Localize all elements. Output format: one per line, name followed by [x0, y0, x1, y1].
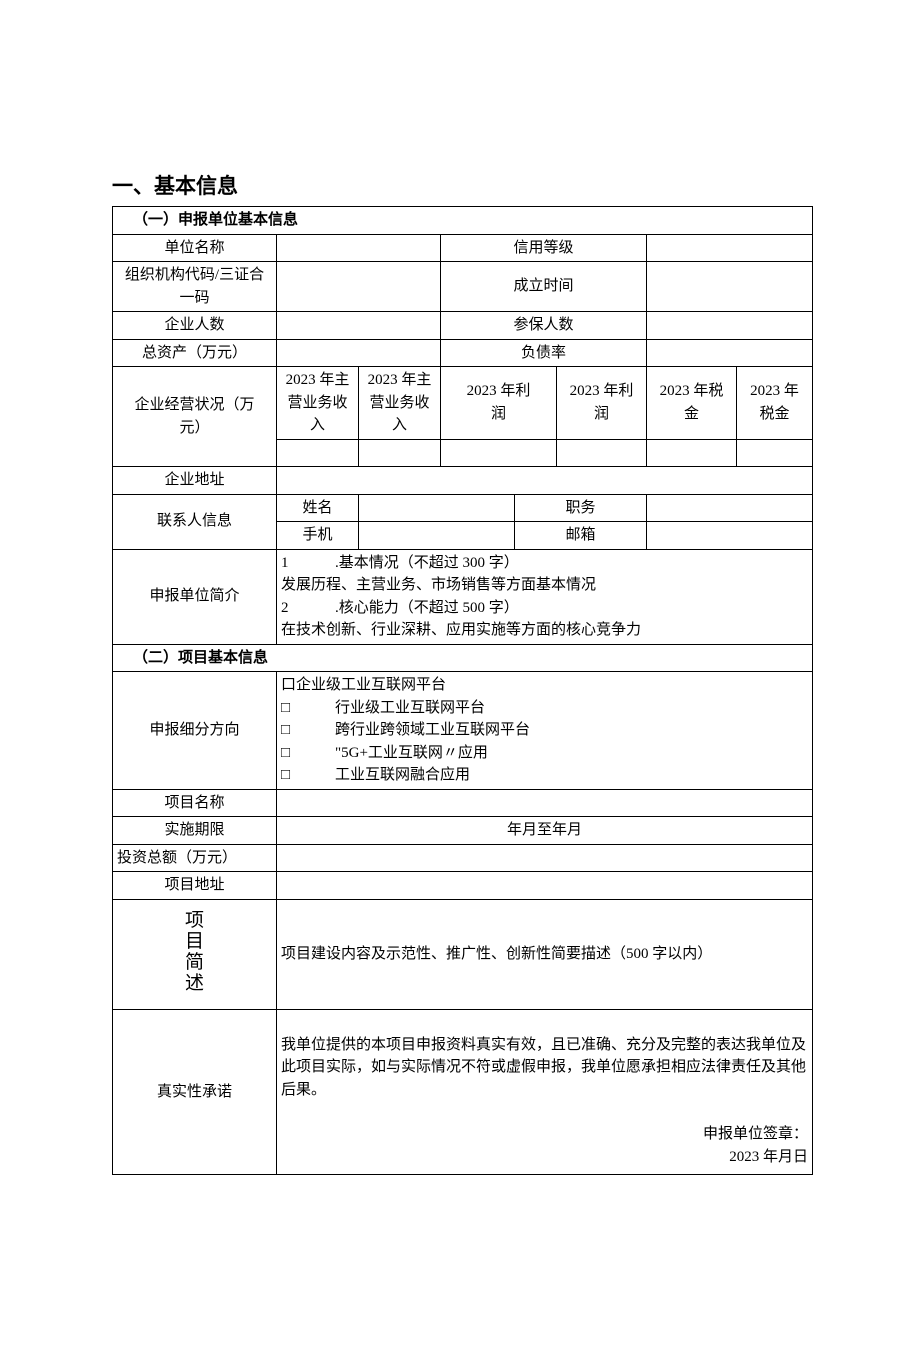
fin-col1-header: 2023 年主 营业务收入 [277, 367, 359, 440]
emp-count-value[interactable] [277, 312, 441, 340]
contact-phone-label: 手机 [277, 522, 359, 550]
fin-col5-header: 2023 年税 金 [647, 367, 737, 440]
contact-email-label: 邮箱 [515, 522, 647, 550]
fin-col6-header: 2023 年 税金 [737, 367, 813, 440]
fin-col4-header: 2023 年利 润 [557, 367, 647, 440]
option-5-text: 工业互联网融合应用 [335, 767, 470, 783]
fin-col6-value[interactable] [737, 439, 813, 467]
insured-count-value[interactable] [647, 312, 813, 340]
proj-address-label: 项目地址 [113, 872, 277, 900]
proj-brief-value[interactable]: 项目建设内容及示范性、推广性、创新性简要描述（500 字以内） [277, 899, 813, 1009]
fin-col3-header: 2023 年利 润 [441, 367, 557, 440]
fin-c1-l2: 营业务收入 [287, 395, 347, 434]
establish-time-label: 成立时间 [441, 262, 647, 312]
checkbox-icon[interactable]: □ [281, 697, 295, 720]
checkbox-icon[interactable]: □ [281, 764, 295, 787]
fin-c1-l1: 2023 年主 [286, 372, 350, 388]
credit-level-value[interactable] [647, 234, 813, 262]
option-3-text: 跨行业跨领域工业互联网平台 [335, 722, 530, 738]
org-code-value[interactable] [277, 262, 441, 312]
period-value[interactable]: 年月至年月 [277, 817, 813, 845]
address-value[interactable] [277, 467, 813, 495]
fin-c4-l1: 2023 年利 [570, 383, 634, 399]
fin-col5-value[interactable] [647, 439, 737, 467]
contact-label: 联系人信息 [113, 494, 277, 549]
fin-c5-l2: 金 [684, 406, 699, 422]
brief-1-title: .基本情况（不超过 300 字） [335, 555, 519, 571]
brief-label: 申报单位简介 [113, 549, 277, 644]
fin-col3-value[interactable] [441, 439, 557, 467]
debt-ratio-value[interactable] [647, 339, 813, 367]
debt-ratio-label: 负债率 [441, 339, 647, 367]
direction-options: 口企业级工业互联网平台 □ 行业级工业互联网平台 □ 跨行业跨领域工业互联网平台 □… [277, 672, 813, 790]
insured-count-label: 参保人数 [441, 312, 647, 340]
proj-brief-label-text: 项目简述 [117, 911, 272, 995]
option-4-text: "5G+工业互联网〃应用 [335, 745, 488, 761]
promise-label: 真实性承诺 [113, 1009, 277, 1175]
fin-c2-l2: 营业务收 [369, 395, 429, 411]
project-name-label: 项目名称 [113, 789, 277, 817]
org-code-label-line1: 组织机构代码/三证合 [125, 267, 264, 283]
unit-name-value[interactable] [277, 234, 441, 262]
checkbox-icon[interactable]: 口 [281, 676, 296, 693]
unit-name-label: 单位名称 [113, 234, 277, 262]
total-assets-value[interactable] [277, 339, 441, 367]
fin-col1-value[interactable] [277, 439, 359, 467]
org-code-label: 组织机构代码/三证合 一码 [113, 262, 277, 312]
finance-label-line1: 企业经营状况（万 [134, 397, 254, 413]
credit-level-label: 信用等级 [441, 234, 647, 262]
address-label: 企业地址 [113, 467, 277, 495]
date-label: 2023 年月日 [281, 1146, 808, 1169]
brief-2-num: 2 [281, 597, 295, 620]
fin-c3-l2: 润 [491, 406, 506, 422]
brief-1-num: 1 [281, 552, 295, 575]
checkbox-icon[interactable]: □ [281, 742, 295, 765]
brief-2-desc: 在技术创新、行业深耕、应用实施等方面的核心竞争力 [281, 619, 808, 642]
proj-brief-label: 项目简述 [113, 899, 277, 1009]
checkbox-icon[interactable]: □ [281, 719, 295, 742]
contact-name-label: 姓名 [277, 494, 359, 522]
emp-count-label: 企业人数 [113, 312, 277, 340]
sign-label: 申报单位签章： [281, 1123, 808, 1146]
fin-c2-l1: 2023 年主 [368, 372, 432, 388]
contact-position-value[interactable] [647, 494, 813, 522]
fin-col4-value[interactable] [557, 439, 647, 467]
fin-c6-l1: 2023 年 [750, 383, 799, 399]
establish-time-value[interactable] [647, 262, 813, 312]
contact-name-value[interactable] [359, 494, 515, 522]
finance-label: 企业经营状况（万 元） [113, 367, 277, 467]
direction-label: 申报细分方向 [113, 672, 277, 790]
promise-text: 我单位提供的本项目申报资料真实有效，且已准确、充分及完整的表达我单位及此项目实际… [281, 1034, 808, 1102]
period-label: 实施期限 [113, 817, 277, 845]
main-form-table: （一）申报单位基本信息 单位名称 信用等级 组织机构代码/三证合 一码 成立时间… [112, 206, 813, 1175]
option-2-text: 行业级工业互联网平台 [335, 700, 485, 716]
fin-c2-l3: 入 [392, 417, 407, 433]
fin-col2-value[interactable] [359, 439, 441, 467]
promise-cell: 我单位提供的本项目申报资料真实有效，且已准确、充分及完整的表达我单位及此项目实际… [277, 1009, 813, 1175]
total-assets-label: 总资产（万元） [113, 339, 277, 367]
option-1-text: 企业级工业互联网平台 [296, 677, 446, 693]
contact-position-label: 职务 [515, 494, 647, 522]
org-code-label-line2: 一码 [179, 290, 209, 306]
project-name-value[interactable] [277, 789, 813, 817]
contact-email-value[interactable] [647, 522, 813, 550]
brief-content[interactable]: 1.基本情况（不超过 300 字） 发展历程、主营业务、市场销售等方面基本情况 … [277, 549, 813, 644]
section-heading: 一、基本信息 [112, 170, 808, 200]
fin-c6-l2: 税金 [760, 406, 790, 422]
investment-label: 投资总额（万元） [113, 844, 277, 872]
section2-title: （二）项目基本信息 [113, 644, 813, 672]
section1-title: （一）申报单位基本信息 [113, 207, 813, 235]
fin-c3-l1: 2023 年利 [467, 383, 531, 399]
contact-phone-value[interactable] [359, 522, 515, 550]
brief-2-title: .核心能力（不超过 500 字） [335, 600, 519, 616]
finance-label-line2: 元） [179, 420, 209, 436]
fin-c4-l2: 润 [594, 406, 609, 422]
fin-col2-header: 2023 年主 营业务收 入 [359, 367, 441, 440]
investment-value[interactable] [277, 844, 813, 872]
proj-address-value[interactable] [277, 872, 813, 900]
brief-1-desc: 发展历程、主营业务、市场销售等方面基本情况 [281, 574, 808, 597]
fin-c5-l1: 2023 年税 [660, 383, 724, 399]
